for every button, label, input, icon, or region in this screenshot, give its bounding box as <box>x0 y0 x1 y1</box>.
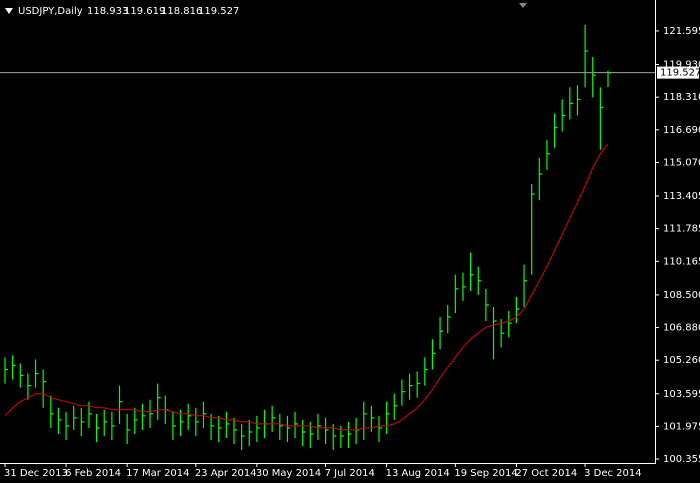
header-close: 119.527 <box>198 6 239 17</box>
y-tick-label: 108.500 <box>663 290 700 301</box>
x-tick-label: 23 Apr 2014 <box>195 468 257 479</box>
header-low: 118.816 <box>161 6 202 17</box>
x-tick-label: 6 Feb 2014 <box>65 468 121 479</box>
y-tick-label: 110.165 <box>663 256 700 267</box>
symbol-label: USDJPY,Daily <box>18 6 83 17</box>
x-tick-label: 31 Dec 2013 <box>4 468 68 479</box>
y-tick-label: 113.405 <box>663 191 700 202</box>
y-tick-label: 103.595 <box>663 389 700 400</box>
chart-shift-marker[interactable] <box>519 3 527 8</box>
price-label: 119.527 <box>660 68 700 79</box>
x-tick-label: 30 May 2014 <box>256 468 321 479</box>
header-high: 119.619 <box>124 6 165 17</box>
y-tick-label: 119.930 <box>663 60 700 71</box>
y-tick-label: 101.975 <box>663 421 700 432</box>
price-label-box <box>657 66 699 79</box>
y-tick-label: 111.785 <box>663 224 700 235</box>
x-tick-label: 13 Aug 2014 <box>386 468 450 479</box>
y-tick-label: 118.310 <box>663 92 700 103</box>
x-tick-label: 27 Oct 2014 <box>515 468 577 479</box>
moving-average <box>4 143 609 431</box>
y-tick-label: 100.355 <box>663 454 700 465</box>
x-tick-label: 19 Sep 2014 <box>454 468 517 479</box>
y-tick-label: 106.880 <box>663 323 700 334</box>
x-tick-label: 3 Dec 2014 <box>584 468 642 479</box>
y-tick-label: 105.260 <box>663 355 700 366</box>
x-tick-label: 7 Jul 2014 <box>325 468 375 479</box>
y-tick-label: 121.595 <box>663 26 700 37</box>
x-tick-label: 17 Mar 2014 <box>126 468 189 479</box>
y-tick-label: 116.690 <box>663 125 700 136</box>
y-tick-label: 115.070 <box>663 157 700 168</box>
header-open: 118.933 <box>87 6 128 17</box>
menu-arrow[interactable] <box>5 8 13 14</box>
